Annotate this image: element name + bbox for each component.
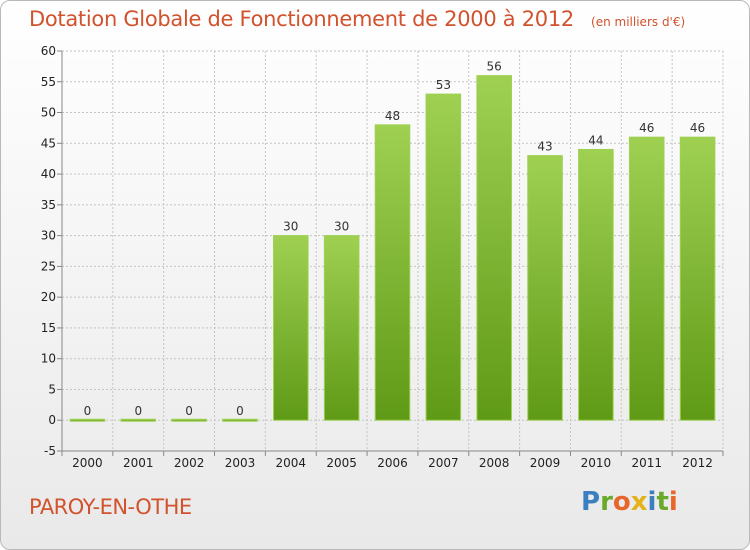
logo-letter: i	[668, 487, 678, 517]
y-tick-label: 0	[48, 413, 56, 427]
logo-letter: t	[656, 487, 669, 517]
bar	[222, 418, 258, 422]
data-label: 44	[588, 133, 603, 147]
data-label: 48	[385, 109, 400, 123]
bar	[425, 93, 462, 421]
proxiti-logo: Proxiti	[581, 487, 678, 517]
y-tick-label: 5	[48, 382, 56, 396]
y-tick-label: 55	[41, 75, 56, 89]
y-tick-label: 10	[41, 352, 56, 366]
x-tick-label: 2009	[530, 456, 561, 470]
x-tick-label: 2003	[225, 456, 256, 470]
bar	[120, 418, 157, 422]
logo-letter: o	[612, 487, 631, 517]
x-tick-label: 2005	[326, 456, 357, 470]
logo-letter: x	[630, 487, 648, 517]
bar	[69, 418, 106, 422]
commune-name: PAROY-EN-OTHE	[29, 495, 192, 519]
x-tick-label: 2000	[72, 456, 103, 470]
data-label: 46	[690, 121, 705, 135]
data-label: 43	[537, 140, 552, 154]
x-tick-label: 2004	[276, 456, 307, 470]
y-tick-label: 60	[41, 44, 56, 58]
x-tick-label: 2007	[428, 456, 459, 470]
y-tick-label: 25	[41, 259, 56, 273]
logo-letter: P	[581, 487, 601, 517]
logo-letter: i	[647, 487, 657, 517]
data-label: 0	[134, 404, 142, 418]
bar	[628, 136, 665, 421]
x-tick-label: 2011	[631, 456, 662, 470]
y-tick-label: 35	[41, 198, 56, 212]
y-tick-label: 20	[41, 290, 56, 304]
chart-title: Dotation Globale de Fonctionnement de 20…	[29, 7, 574, 31]
bar	[171, 418, 207, 422]
x-tick-label: 2002	[174, 456, 205, 470]
data-label: 0	[185, 404, 193, 418]
x-tick-label: 2010	[581, 456, 612, 470]
bar	[578, 148, 614, 421]
y-tick-label: 30	[41, 229, 56, 243]
chart-subtitle: (en milliers d'€)	[591, 15, 686, 29]
y-tick-label: 15	[41, 321, 56, 335]
data-label: 0	[236, 404, 244, 418]
x-tick-label: 2001	[123, 456, 154, 470]
x-tick-label: 2012	[682, 456, 713, 470]
data-label: 53	[436, 78, 451, 92]
data-label: 30	[334, 220, 349, 234]
data-label: 56	[487, 60, 502, 74]
bar	[374, 124, 411, 421]
bar	[527, 155, 563, 421]
x-tick-label: 2008	[479, 456, 510, 470]
data-label: 30	[283, 220, 298, 234]
y-tick-label: 50	[41, 106, 56, 120]
bar	[476, 75, 512, 421]
bar	[273, 235, 309, 421]
y-tick-label: -5	[44, 444, 56, 458]
bar	[679, 136, 716, 421]
data-label: 46	[639, 121, 654, 135]
data-label: 0	[84, 404, 92, 418]
chart-title-block: Dotation Globale de Fonctionnement de 20…	[29, 7, 685, 31]
bar	[323, 235, 360, 421]
y-tick-label: 40	[41, 167, 56, 181]
x-tick-label: 2006	[377, 456, 408, 470]
logo-letter: r	[600, 487, 613, 517]
y-tick-label: 45	[41, 136, 56, 150]
